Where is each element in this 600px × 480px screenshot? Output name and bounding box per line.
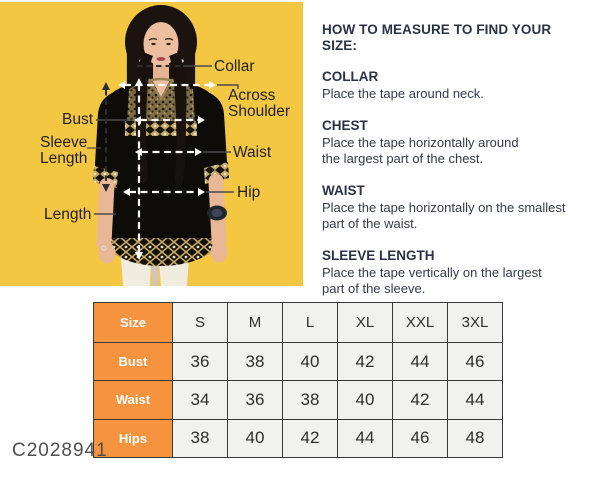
size-column-header: M — [228, 303, 283, 343]
size-value-cell: 40 — [338, 381, 393, 420]
label-bust: Bust — [61, 111, 93, 128]
size-column-header: XL — [338, 303, 393, 343]
size-column-header: XXL — [393, 303, 448, 343]
size-value-cell: 44 — [338, 419, 393, 458]
size-value-cell: 38 — [173, 419, 228, 458]
section-waist: WAIST Place the tape horizontally on the… — [322, 182, 584, 233]
row-label-hips: Hips — [94, 419, 173, 458]
size-value-cell: 42 — [393, 381, 448, 420]
size-value-cell: 44 — [393, 343, 448, 382]
label-length: Length — [44, 206, 92, 223]
size-value-cell: 42 — [283, 419, 338, 458]
label-across-line1: Across — [228, 87, 276, 104]
face — [139, 13, 184, 82]
label-sleeve-line1: Sleeve — [40, 134, 88, 151]
instructions-heading: HOW TO MEASURE TO FIND YOUR SIZE: — [322, 22, 552, 53]
size-value-cell: 44 — [448, 381, 503, 420]
label-waist: Waist — [233, 144, 272, 161]
section-line: Place the tape around neck. — [322, 86, 484, 101]
measurement-lines — [87, 65, 239, 260]
size-chart-corner-cell: Size — [94, 303, 173, 343]
label-hip: Hip — [237, 184, 261, 201]
size-value-cell: 42 — [338, 343, 393, 382]
size-value-cell: 40 — [283, 343, 338, 382]
size-value-cell: 38 — [228, 343, 283, 382]
section-title: COLLAR — [322, 69, 379, 84]
section-collar: COLLAR Place the tape around neck. — [322, 68, 584, 103]
section-line: part of the waist. — [322, 216, 418, 231]
row-label-waist: Waist — [94, 381, 173, 420]
label-across-line2: Shoulder — [228, 102, 291, 120]
section-line: Place the tape horizontally on the small… — [322, 199, 566, 215]
section-chest: CHEST Place the tape horizontally around… — [322, 117, 584, 168]
label-sleeve-length: Sleeve Length — [40, 135, 87, 166]
measurement-diagram-panel: Collar Across Shoulder Bust Sleeve Lengt… — [0, 2, 303, 286]
size-value-cell: 48 — [448, 419, 503, 458]
section-sleeve-length: SLEEVE LENGTH Place the tape vertically … — [322, 247, 584, 298]
section-title: CHEST — [322, 117, 368, 133]
size-value-cell: 38 — [283, 381, 338, 420]
size-column-header: 3XL — [448, 303, 503, 343]
size-value-cell: 34 — [173, 381, 228, 420]
instructions-panel: HOW TO MEASURE TO FIND YOUR SIZE: COLLAR… — [322, 22, 584, 298]
section-title: SLEEVE LENGTH — [322, 247, 435, 263]
row-label-bust: Bust — [94, 343, 173, 382]
label-sleeve-line2: Length — [40, 149, 88, 167]
size-value-cell: 36 — [173, 343, 228, 382]
size-chart-table: Size S M L XL XXL 3XL Bust 36 38 40 42 4… — [93, 302, 503, 458]
section-line: Place the tape horizontally around — [322, 134, 519, 150]
model-illustration — [87, 5, 239, 286]
size-value-cell: 46 — [393, 419, 448, 458]
size-column-header: L — [283, 303, 338, 343]
product-code: C2028941 — [12, 440, 108, 461]
size-value-cell: 46 — [448, 343, 503, 382]
section-line: Place the tape vertically on the largest — [322, 264, 542, 280]
section-line: the largest part of the chest. — [322, 151, 484, 166]
label-collar: Collar — [214, 58, 255, 75]
label-across-shoulder: Across Shoulder — [228, 88, 290, 119]
size-value-cell: 40 — [228, 419, 283, 458]
section-title: WAIST — [322, 182, 365, 198]
size-value-cell: 36 — [228, 381, 283, 420]
section-line: part of the sleeve. — [322, 281, 426, 296]
ring — [101, 245, 107, 251]
size-column-header: S — [173, 303, 228, 343]
